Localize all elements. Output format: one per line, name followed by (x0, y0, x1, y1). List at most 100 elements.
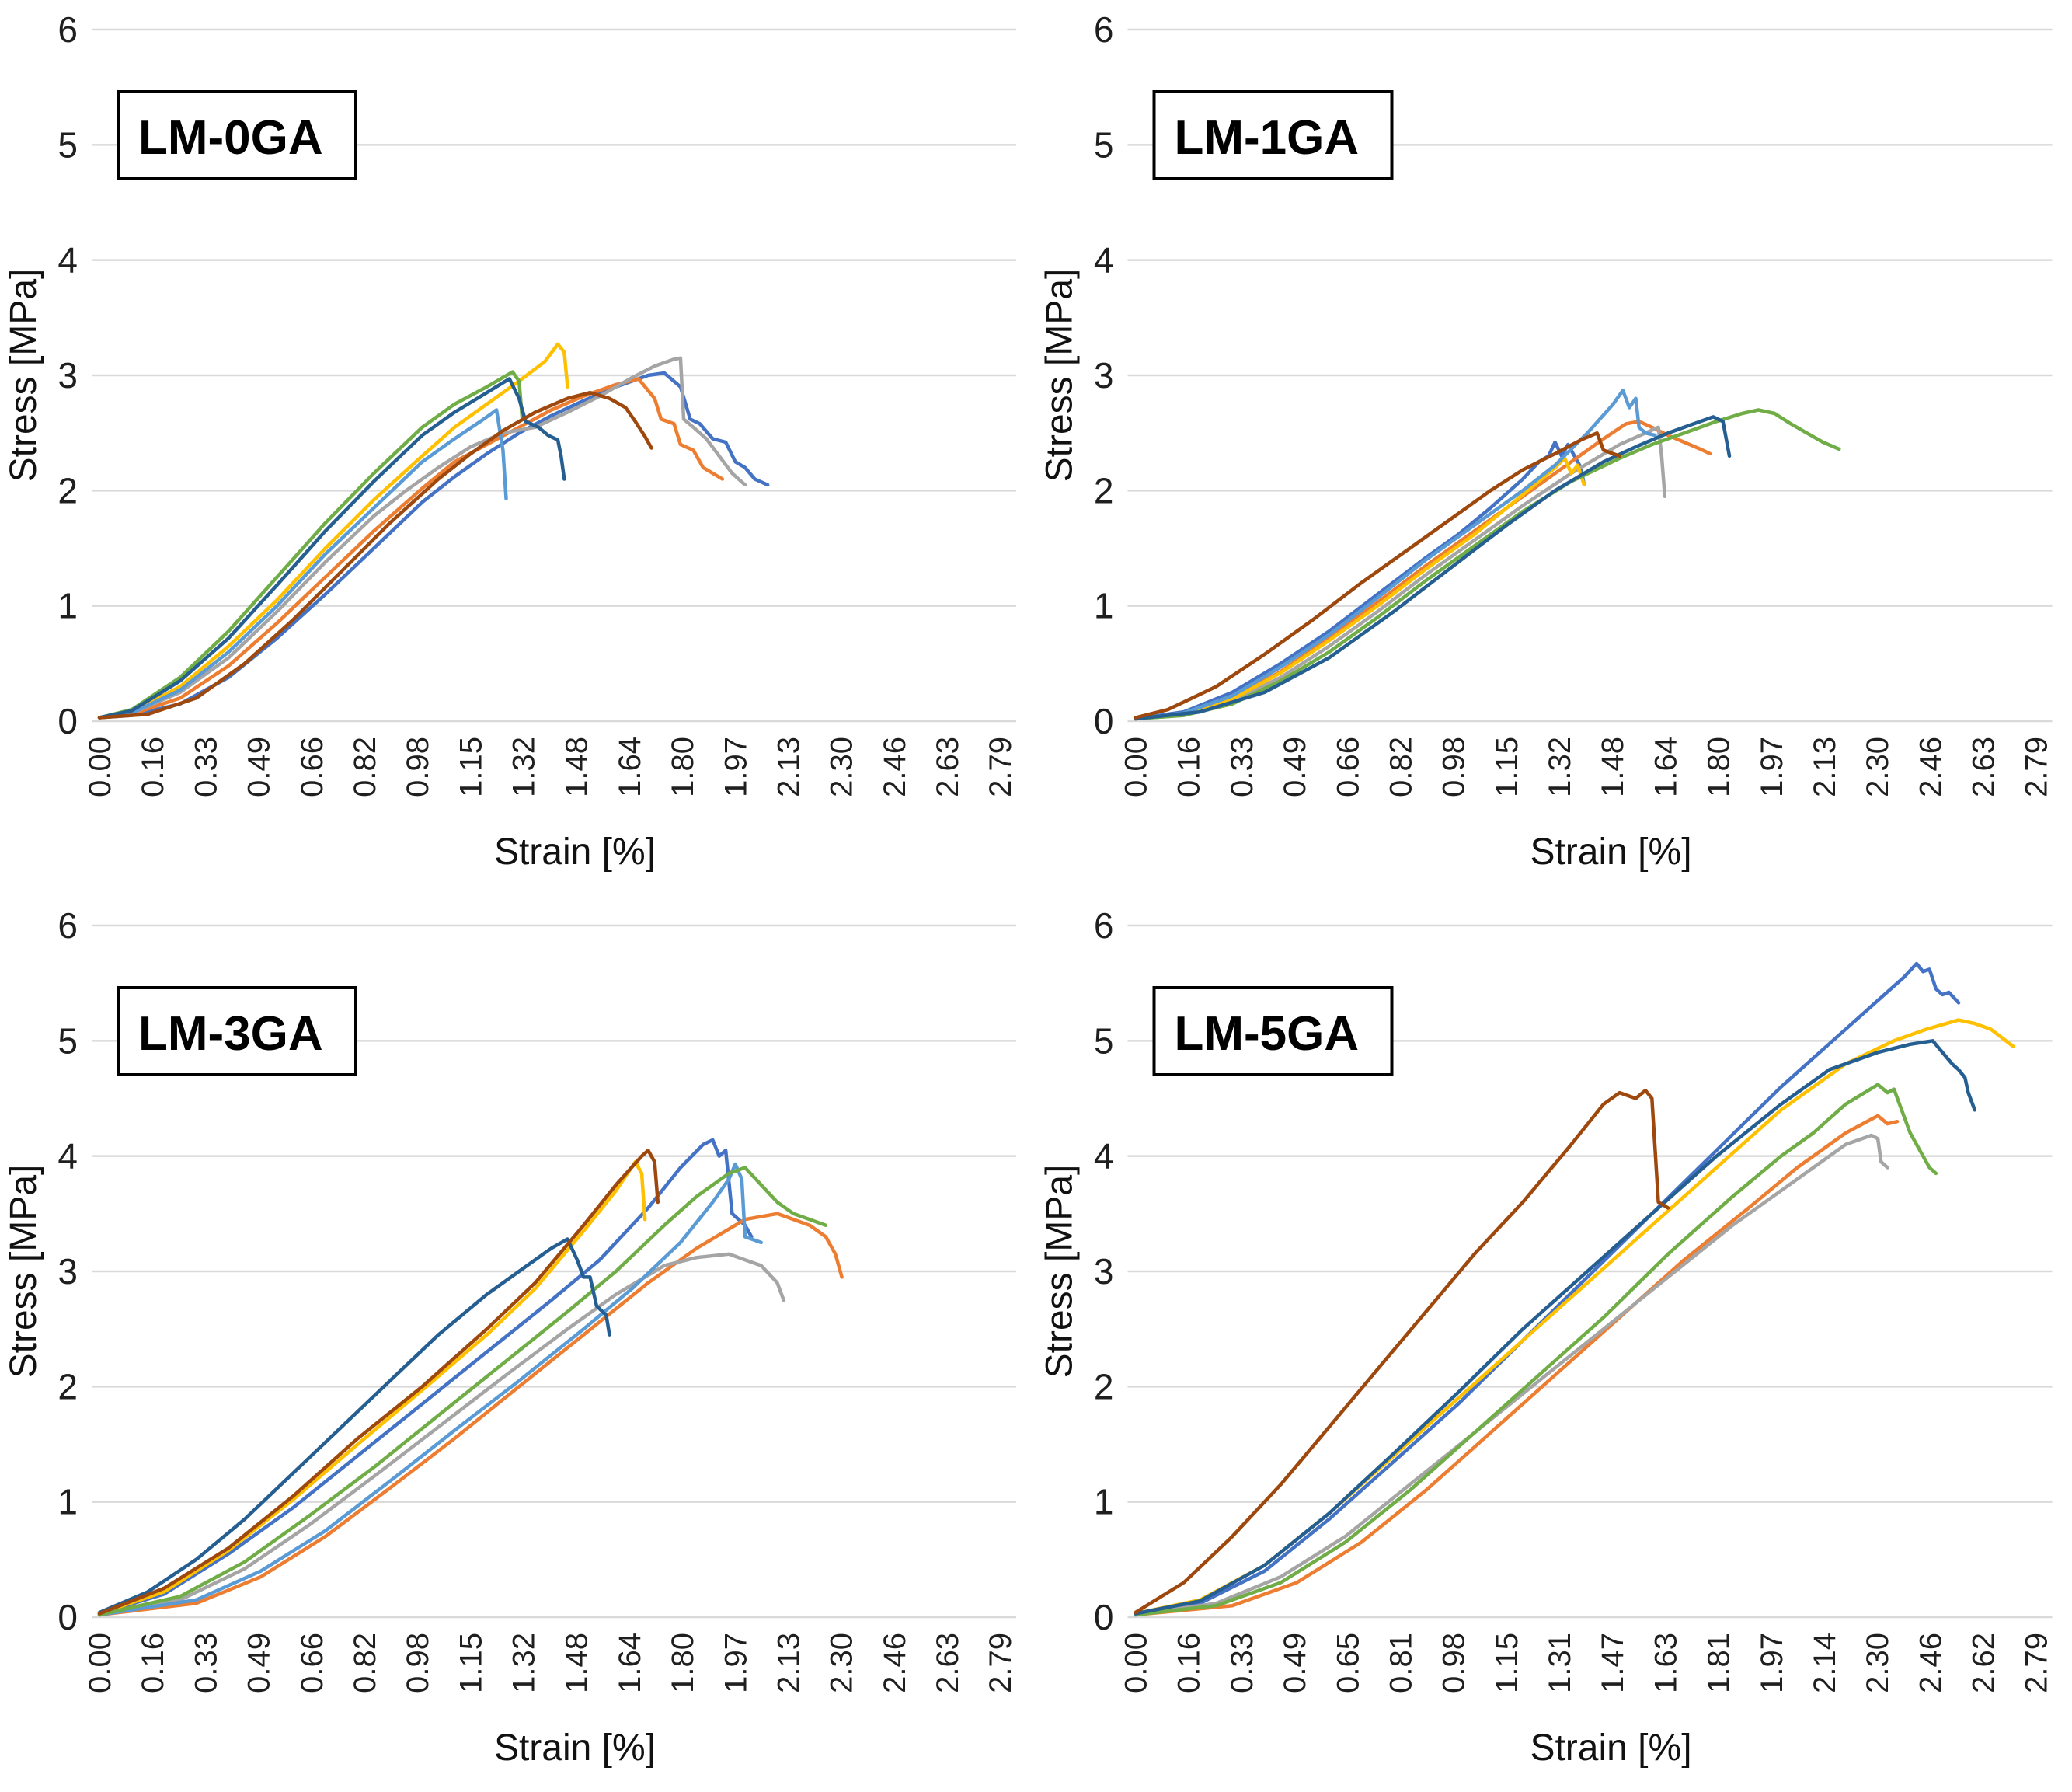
x-tick-label: 2.13 (771, 737, 806, 797)
y-tick-label: 2 (57, 1366, 78, 1407)
series-brown (97, 1149, 660, 1616)
x-tick-label: 1.32 (507, 1633, 542, 1693)
x-tick-label: 2.62 (1967, 1633, 2001, 1693)
series-green (97, 1166, 828, 1617)
series-lightblue (1134, 389, 1657, 721)
x-tick-label: 1.97 (719, 1633, 753, 1693)
x-tick-label: 0.66 (1331, 737, 1365, 797)
x-tick-label: 2.30 (825, 1633, 859, 1693)
y-tick-labels: 0 1 2 3 4 5 6 (1094, 9, 1114, 741)
chart-title-box (117, 986, 357, 1076)
x-tick-label: 0.16 (1172, 1633, 1207, 1693)
x-tick-label: 1.32 (1543, 737, 1577, 797)
series-lightblue (97, 408, 508, 720)
y-tick-label: 2 (1094, 1366, 1114, 1407)
x-tick-labels: 0.00 0.16 0.33 0.49 0.66 0.82 0.98 1.15 1.32 1.48… (1120, 737, 2054, 797)
y-tick-label: 5 (1094, 1020, 1114, 1061)
x-axis-title: Strain [%] (494, 1728, 656, 1769)
x-axis-title: Strain [%] (1530, 832, 1691, 873)
x-tick-label: 1.15 (454, 1633, 488, 1693)
x-tick-label: 0.00 (83, 737, 117, 797)
series-yellow (1134, 1018, 2015, 1616)
x-tick-label: 1.48 (1596, 737, 1630, 797)
x-tick-label: 2.63 (1967, 737, 2001, 797)
x-tick-label: 2.46 (878, 1633, 912, 1693)
chart-title: LM-5GA (1175, 1007, 1360, 1061)
x-axis-title: Strain [%] (494, 832, 656, 873)
series-navy (97, 377, 566, 720)
y-tick-label: 0 (1094, 1597, 1114, 1637)
gridlines (1127, 28, 2053, 723)
chart-lm0ga: 0 1 2 3 4 5 6 0.00 0.16 0.33 0.49 0.66 0.82 0.98 1.15… (3, 9, 1018, 873)
series-navy (1134, 415, 1732, 721)
chart-lm5ga: 0 1 2 3 4 5 6 0.00 0.16 0.33 0.49 0.65 0.81 0.98 1.15… (1039, 905, 2054, 1769)
x-tick-label: 2.79 (2020, 1633, 2054, 1693)
x-tick-label: 2.13 (771, 1633, 806, 1693)
series-brown (97, 390, 653, 720)
x-tick-label: 1.81 (1702, 1633, 1736, 1693)
chart-title-box (117, 90, 357, 180)
series-brown (1134, 1088, 1670, 1615)
y-tick-label: 4 (57, 1136, 78, 1177)
x-tick-label: 0.00 (83, 1633, 117, 1693)
series-navy (97, 1237, 611, 1615)
y-tick-labels: 0 1 2 3 4 5 6 (57, 905, 78, 1637)
y-axis-title: Stress [MPa] (1039, 1165, 1081, 1379)
series-orange (97, 1212, 844, 1617)
x-tick-label: 0.49 (1278, 737, 1312, 797)
x-tick-label: 2.46 (1914, 1633, 1948, 1693)
series-yellow (97, 1159, 647, 1616)
series-blue (97, 1138, 754, 1616)
series-gray (97, 356, 747, 720)
x-tick-label: 0.16 (1172, 737, 1207, 797)
x-tick-label: 2.63 (931, 737, 965, 797)
x-tick-label: 1.32 (507, 737, 542, 797)
x-tick-label: 0.49 (1278, 1633, 1312, 1693)
y-tick-label: 4 (1094, 240, 1114, 281)
y-tick-label: 3 (57, 1251, 78, 1292)
x-tick-label: 0.66 (295, 737, 329, 797)
y-axis-title: Stress [MPa] (3, 1165, 44, 1379)
y-tick-label: 0 (57, 701, 78, 741)
x-tick-labels: 0.00 0.16 0.33 0.49 0.65 0.81 0.98 1.15 1.31 1.47… (1120, 1633, 2054, 1693)
x-tick-label: 2.30 (1861, 737, 1895, 797)
x-tick-label: 0.98 (1437, 1633, 1471, 1693)
y-tick-label: 6 (57, 9, 78, 50)
x-tick-label: 0.33 (1225, 737, 1259, 797)
y-tick-label: 6 (1094, 905, 1114, 946)
chart-title: LM-1GA (1175, 111, 1360, 165)
y-tick-label: 5 (57, 1020, 78, 1061)
series-yellow (97, 342, 569, 720)
x-tick-label: 2.30 (1861, 1633, 1895, 1693)
x-tick-label: 1.48 (560, 737, 594, 797)
chart-lm1ga: 0 1 2 3 4 5 6 0.00 0.16 0.33 0.49 0.66 0.82 0.98 1.15… (1039, 9, 2054, 873)
x-tick-label: 0.66 (295, 1633, 329, 1693)
x-tick-label: 1.64 (613, 1633, 647, 1693)
y-tick-label: 5 (57, 124, 78, 165)
y-tick-label: 6 (1094, 9, 1114, 50)
x-tick-label: 1.15 (1490, 1633, 1524, 1693)
series-gray (97, 1252, 786, 1617)
x-tick-label: 0.16 (136, 1633, 170, 1693)
series-yellow (1134, 456, 1586, 721)
y-axis-title: Stress [MPa] (1039, 269, 1081, 483)
y-tick-labels: 0 1 2 3 4 5 6 (1094, 905, 1114, 1637)
y-tick-label: 3 (1094, 1251, 1114, 1292)
y-tick-label: 3 (57, 355, 78, 396)
x-tick-label: 0.98 (401, 1633, 435, 1693)
x-tick-label: 2.79 (984, 737, 1018, 797)
y-tick-label: 3 (1094, 355, 1114, 396)
series-gray (1134, 425, 1667, 721)
x-tick-label: 0.33 (189, 737, 223, 797)
series-lines (97, 1138, 844, 1617)
series-green (1134, 1083, 1938, 1617)
series-blue (1134, 961, 1961, 1616)
y-tick-label: 1 (57, 586, 78, 626)
chart-title-box (1152, 90, 1394, 180)
series-brown (1134, 431, 1621, 720)
x-tick-label: 1.47 (1596, 1633, 1630, 1693)
x-tick-label: 2.46 (878, 737, 912, 797)
x-tick-label: 0.16 (136, 737, 170, 797)
x-tick-label: 1.80 (666, 1633, 700, 1693)
series-lightblue (97, 1162, 764, 1617)
